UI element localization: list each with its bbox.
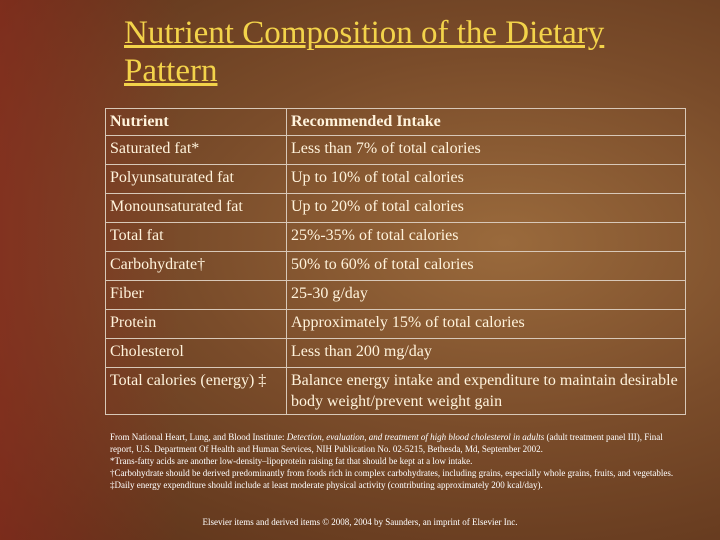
nutrient-cell: Total calories (energy) ‡	[105, 367, 287, 415]
header-cell: Recommended Intake	[286, 108, 686, 136]
footnote: *Trans-fatty acids are another low-densi…	[110, 456, 473, 466]
nutrient-cell: Carbohydrate†	[105, 251, 287, 281]
intake-cell: 25%-35% of total calories	[286, 222, 686, 252]
nutrient-cell: Fiber	[105, 280, 287, 310]
slide-title: Nutrient Composition of the Dietary Patt…	[124, 15, 605, 89]
footnotes: From National Heart, Lung, and Blood Ins…	[110, 431, 680, 491]
intake-cell: Up to 20% of total calories	[286, 193, 686, 223]
table-row: Total calories (energy) ‡ Balance energy …	[105, 367, 686, 415]
intake-cell: Balance energy intake and expenditure to…	[286, 367, 686, 415]
footnote: †Carbohydrate should be derived predomin…	[110, 468, 674, 478]
header-cell: Nutrient	[105, 108, 287, 136]
intake-cell: Up to 10% of total calories	[286, 164, 686, 194]
table-row: Saturated fat* Less than 7% of total calo…	[105, 135, 686, 165]
table-row: Polyunsaturated fat Up to 10% of total ca…	[105, 164, 686, 194]
intake-cell: 25-30 g/day	[286, 280, 686, 310]
intake-cell: Approximately 15% of total calories	[286, 309, 686, 339]
intake-cell: Less than 7% of total calories	[286, 135, 686, 165]
header-row: Nutrient Recommended Intake	[105, 108, 686, 136]
nutrient-table: Nutrient Recommended Intake Saturated fa…	[105, 108, 686, 415]
table-body: Nutrient Recommended Intake Saturated fa…	[105, 108, 686, 415]
table-row: Monounsaturated fat Up to 20% of total ca…	[105, 193, 686, 223]
intake-cell: 50% to 60% of total calories	[286, 251, 686, 281]
nutrient-cell: Saturated fat*	[105, 135, 287, 165]
table-row: Total fat 25%-35% of total calories	[105, 222, 686, 252]
table-row: Fiber 25-30 g/day	[105, 280, 686, 310]
table-row: Carbohydrate† 50% to 60% of total calorie…	[105, 251, 686, 281]
intake-cell: Less than 200 mg/day	[286, 338, 686, 368]
source-title: Detection, evaluation, and treatment of …	[286, 432, 545, 442]
nutrient-cell: Monounsaturated fat	[105, 193, 287, 223]
source-suffix: (adult treatment panel III), Final repor…	[110, 432, 663, 454]
nutrient-cell: Polyunsaturated fat	[105, 164, 287, 194]
source-note: From National Heart, Lung, and Blood Ins…	[110, 431, 680, 455]
nutrient-cell: Total fat	[105, 222, 287, 252]
table-row: Cholesterol Less than 200 mg/day	[105, 338, 686, 368]
footnote: ‡Daily energy expenditure should include…	[110, 480, 543, 490]
credit: Elsevier items and derived items © 2008,…	[202, 517, 518, 527]
source-prefix: From National Heart, Lung, and Blood Ins…	[110, 432, 287, 442]
table-row: Protein Approximately 15% of total calori…	[105, 309, 686, 339]
nutrient-cell: Protein	[105, 309, 287, 339]
nutrient-cell: Cholesterol	[105, 338, 287, 368]
